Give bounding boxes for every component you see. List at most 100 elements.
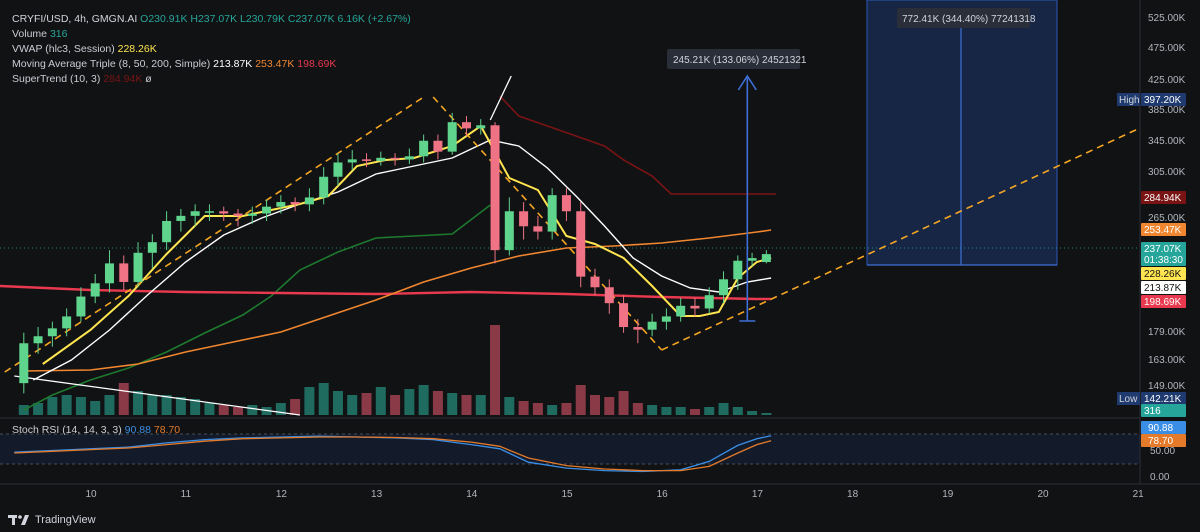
candle-body [47,328,57,337]
candle-body [204,211,214,213]
stoch-legend[interactable]: Stoch RSI (14, 14, 3, 3) 90.88 78.70 [12,424,180,436]
price-axis-tick: 385.00K [1148,105,1186,116]
volume-bar [332,391,343,415]
candle-body [133,252,143,282]
volume-bar [75,397,86,415]
time-axis-tick: 19 [942,489,954,500]
ma-mid-line [23,229,772,372]
price-label-value: 316 [1144,406,1161,417]
candle-body [176,215,186,221]
candle-body [490,125,500,251]
legend-ma-row[interactable]: Moving Average Triple (8, 50, 200, Simpl… [12,57,411,72]
candle-body [247,213,257,216]
stoch-value-label: 90.88 [1148,423,1173,434]
candle-body [333,162,343,177]
price-label-value: 397.20K [1144,95,1182,106]
candle-body [104,263,114,284]
candle-body [704,295,714,309]
stoch-axis-tick: 50.00 [1150,446,1175,457]
price-axis-tick: 179.00K [1148,327,1186,338]
legend-supertrend-row[interactable]: SuperTrend (10, 3) 284.94K ø [12,72,411,87]
candle-body [347,159,357,163]
stoch-k-line [14,435,772,473]
measure-arrow-label: 245.21K (133.06%) 24521321 [673,55,807,66]
candle-body [519,211,529,227]
volume-bar [375,387,386,415]
stoch-value-label: 78.70 [1148,436,1173,447]
time-axis-tick: 17 [752,489,764,500]
volume-bar [147,395,158,415]
volume-bar [247,405,258,415]
candle-body [390,157,400,160]
target-box-label: 772.41K (344.40%) 77241318 [902,14,1036,25]
price-label-bg [1141,191,1186,204]
candle-body [647,321,657,330]
candle-body [419,140,429,157]
arrow-label-bg [667,49,800,69]
trend-support-line [661,127,1141,351]
volume-bar [532,403,543,415]
volume-bar [518,401,529,415]
volume-bar [590,395,600,415]
price-label-value: 142.21K [1144,394,1182,405]
candle-body [362,159,372,161]
time-axis-tick: 15 [561,489,573,500]
volume-bar [118,383,129,415]
measure-arrow-head [737,74,757,91]
volume-bar [632,403,643,415]
volume-bar [47,397,58,415]
tradingview-branding[interactable]: TradingView [8,514,96,526]
volume-bar [689,409,700,415]
candle-body [461,122,471,129]
time-axis-tick: 11 [181,489,192,500]
candle-body [262,206,272,214]
ohlc-values: O230.91K H237.07K L230.79K C237.07K 6.16… [140,13,411,25]
volume-bar [704,407,715,415]
volume-bar [490,325,501,415]
symbol-label[interactable]: CRYFI/USD, 4h, GMGN.AI [12,13,138,25]
volume-bar [475,395,486,415]
volume-bar [618,391,629,415]
price-axis-tick: 265.00K [1148,213,1186,224]
candle-body [276,202,286,207]
candle-body [747,258,757,261]
candle-body [547,195,557,232]
candle-body [690,305,700,309]
volume-bar [275,403,286,415]
volume-bar [233,407,243,415]
volume-bar [390,395,401,415]
legend-symbol-row: CRYFI/USD, 4h, GMGN.AI O230.91K H237.07K… [12,12,411,27]
candle-body [90,283,100,297]
price-label-value: 237.07K [1144,244,1182,255]
candle-body [404,156,414,160]
price-label-bg [1141,253,1186,266]
candle-body [576,211,586,277]
vwap-label: VWAP (hlc3, Session) [12,43,115,55]
stoch-d-line [14,436,772,472]
trend-channel-down [432,96,663,351]
candle-body [561,195,571,212]
volume-bar [575,385,586,415]
volume-bar [190,399,201,415]
candle-body [304,197,314,205]
supertrend-label: SuperTrend (10, 3) [12,73,101,85]
price-label-tag-text: High [1119,95,1140,106]
candle-body [19,343,29,384]
volume-bar [732,407,743,415]
price-axis-tick: 345.00K [1148,136,1186,147]
time-axis-tick: 21 [1133,489,1145,500]
time-axis-tick: 10 [85,489,97,500]
supertrend-value: 284.94K [103,73,143,85]
legend-volume-row[interactable]: Volume 316 [12,27,411,42]
ma-mid-value: 253.47K [255,58,295,70]
supertrend-extra: ø [145,73,152,85]
vwap-value: 228.26K [117,43,157,55]
stoch-value-label-bg [1141,434,1186,447]
legend-vwap-row[interactable]: VWAP (hlc3, Session) 228.26K [12,42,411,57]
candle-body [619,303,629,328]
candle-body [233,213,243,216]
volume-bar [504,397,515,415]
candle-body [190,211,200,216]
price-axis-tick: 425.00K [1148,75,1186,86]
